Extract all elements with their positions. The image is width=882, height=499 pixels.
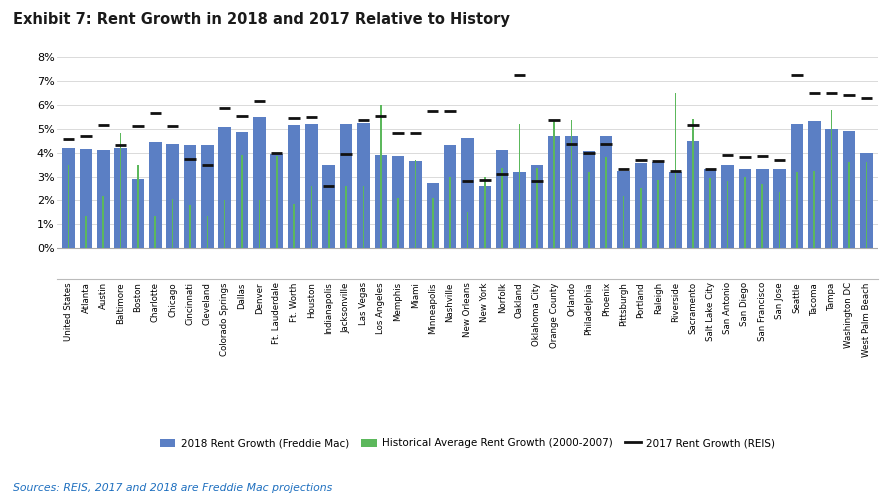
Bar <box>427 183 439 249</box>
Bar <box>253 117 265 249</box>
Bar <box>241 155 243 249</box>
Bar <box>305 124 318 249</box>
Bar <box>449 177 451 249</box>
Bar <box>635 163 647 249</box>
Bar <box>513 172 526 249</box>
Bar <box>172 199 174 249</box>
Bar <box>97 150 109 249</box>
Bar <box>687 141 699 249</box>
Bar <box>761 184 763 249</box>
Bar <box>739 169 751 249</box>
Bar <box>831 109 833 249</box>
Bar <box>571 120 572 249</box>
Bar <box>704 169 716 249</box>
Bar <box>189 205 191 249</box>
Bar <box>774 169 786 249</box>
Bar <box>600 136 612 249</box>
Bar <box>623 196 624 249</box>
Bar <box>415 160 416 249</box>
Bar <box>826 129 838 249</box>
Bar <box>721 165 734 249</box>
Bar <box>531 165 543 249</box>
Bar <box>310 186 312 249</box>
Bar <box>68 165 70 249</box>
Bar <box>271 154 283 249</box>
Bar <box>813 171 815 249</box>
Bar <box>115 148 127 249</box>
Bar <box>756 169 768 249</box>
Bar <box>657 180 659 249</box>
Bar <box>640 189 642 249</box>
Bar <box>553 120 555 249</box>
Bar <box>467 213 468 249</box>
Bar <box>288 125 300 249</box>
Bar <box>709 178 711 249</box>
Bar <box>501 168 503 249</box>
Bar <box>588 172 590 249</box>
Bar <box>79 149 93 249</box>
Bar <box>496 150 508 249</box>
Bar <box>206 216 208 249</box>
Bar <box>154 216 156 249</box>
Bar <box>323 165 335 249</box>
Bar <box>548 136 560 249</box>
Bar <box>669 172 682 249</box>
Bar <box>583 151 595 249</box>
Bar <box>675 93 676 249</box>
Bar <box>375 155 387 249</box>
Bar <box>131 179 145 249</box>
Bar <box>727 181 729 249</box>
Bar <box>617 171 630 249</box>
Bar <box>235 132 248 249</box>
Bar <box>380 105 382 249</box>
Bar <box>479 186 491 249</box>
Bar <box>392 156 404 249</box>
Bar <box>860 153 872 249</box>
Bar <box>120 133 122 249</box>
Legend: 2018 Rent Growth (Freddie Mac), Historical Average Rent Growth (2000-2007), 2017: 2018 Rent Growth (Freddie Mac), Historic… <box>155 434 780 453</box>
Bar <box>790 124 804 249</box>
Text: Exhibit 7: Rent Growth in 2018 and 2017 Relative to History: Exhibit 7: Rent Growth in 2018 and 2017 … <box>13 12 510 27</box>
Bar <box>224 201 226 249</box>
Bar <box>519 124 520 249</box>
Bar <box>444 145 456 249</box>
Bar <box>357 123 370 249</box>
Bar <box>167 144 179 249</box>
Text: Sources: REIS, 2017 and 2018 are Freddie Mac projections: Sources: REIS, 2017 and 2018 are Freddie… <box>13 483 333 493</box>
Bar <box>183 145 196 249</box>
Bar <box>848 162 849 249</box>
Bar <box>461 138 474 249</box>
Bar <box>63 148 75 249</box>
Bar <box>409 161 422 249</box>
Bar <box>536 168 538 249</box>
Bar <box>796 172 797 249</box>
Bar <box>258 201 260 249</box>
Bar <box>276 156 278 249</box>
Bar <box>340 124 352 249</box>
Bar <box>484 177 486 249</box>
Bar <box>293 204 295 249</box>
Bar <box>432 198 434 249</box>
Bar <box>219 127 231 249</box>
Bar <box>692 119 694 249</box>
Bar <box>842 131 856 249</box>
Bar <box>102 196 104 249</box>
Bar <box>328 210 330 249</box>
Bar <box>565 136 578 249</box>
Bar <box>605 157 607 249</box>
Bar <box>808 121 820 249</box>
Bar <box>149 142 161 249</box>
Bar <box>397 198 399 249</box>
Bar <box>363 186 364 249</box>
Bar <box>744 177 746 249</box>
Bar <box>865 162 867 249</box>
Bar <box>345 186 347 249</box>
Bar <box>779 192 781 249</box>
Bar <box>652 162 664 249</box>
Bar <box>201 145 213 249</box>
